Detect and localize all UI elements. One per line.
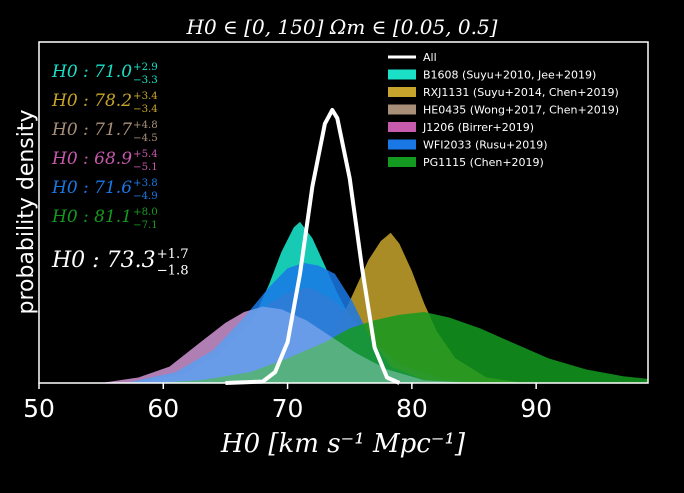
annotation-wfi2033-minus: −4.9 — [133, 191, 158, 202]
annotation-pg1115-value: H0 : 81.1 — [51, 207, 132, 227]
x-axis: 50 60 70 80 90 — [23, 383, 552, 423]
legend-swatch — [388, 87, 416, 97]
annotation-pg1115: H0 : 81.1 +8.0 −7.1 — [51, 207, 158, 231]
legend-swatch — [388, 139, 416, 150]
x-tick-label: 90 — [520, 394, 552, 423]
legend-label: WFI2033 (Rusu+2019) — [423, 139, 548, 152]
annotation-wfi2033: H0 : 71.6 +3.8 −4.9 — [51, 178, 158, 202]
legend-label: All — [423, 51, 437, 64]
legend-swatch — [388, 104, 416, 115]
plot-frame — [38, 41, 649, 384]
annotation-combined: H0 : 73.3 +1.7 −1.8 — [51, 247, 189, 279]
annotation-j1206-plus: +5.4 — [133, 149, 158, 160]
annotation-he0435-value: H0 : 71.7 — [51, 120, 132, 140]
annotation-b1608-plus: +2.9 — [133, 62, 158, 73]
legend-swatch — [388, 69, 416, 80]
legend-label: PG1115 (Chen+2019) — [423, 156, 544, 169]
x-axis-label: H0 [km s⁻¹ Mpc⁻¹] — [220, 429, 466, 459]
annotation-wfi2033-plus: +3.8 — [133, 178, 158, 189]
annotation-he0435-minus: −4.5 — [133, 133, 158, 144]
combined-line — [225, 108, 401, 385]
annotation-j1206: H0 : 68.9 +5.4 −5.1 — [51, 149, 158, 173]
legend-label: B1608 (Suyu+2010, Jee+2019) — [423, 69, 596, 82]
annotation-b1608: H0 : 71.0 +2.9 −3.3 — [51, 62, 158, 86]
h0-annotations: H0 : 71.0 +2.9−3.3H0 : 78.2 +3.4−3.4H0 : 7… — [51, 62, 189, 279]
legend-label: J1206 (Birrer+2019) — [422, 121, 534, 134]
combined-curve — [225, 108, 401, 385]
annotation-j1206-value: H0 : 68.9 — [51, 149, 132, 169]
annotation-rxj1131-plus: +3.4 — [133, 91, 158, 102]
annotation-combined-value: H0 : 73.3 — [51, 248, 156, 273]
annotation-b1608-minus: −3.3 — [133, 75, 158, 86]
annotation-rxj1131-minus: −3.4 — [133, 104, 158, 115]
annotation-wfi2033-value: H0 : 71.6 — [51, 178, 132, 198]
annotation-b1608-value: H0 : 71.0 — [51, 62, 132, 82]
x-tick-label: 50 — [23, 394, 55, 423]
x-tick-label: 70 — [272, 394, 304, 423]
area-pg1115 — [150, 312, 648, 383]
annotation-pg1115-plus: +8.0 — [133, 207, 158, 218]
legend: All B1608 (Suyu+2010, Jee+2019) RXJ1131 (S… — [388, 51, 619, 169]
annotation-he0435: H0 : 71.7 +4.8 −4.5 — [51, 120, 158, 144]
legend-label: RXJ1131 (Suyu+2014, Chen+2019) — [423, 86, 619, 99]
legend-swatch — [388, 122, 416, 132]
x-tick-label: 60 — [147, 394, 179, 423]
annotation-combined-minus: −1.8 — [157, 264, 189, 279]
annotation-j1206-minus: −5.1 — [133, 162, 158, 173]
y-axis-label: probability density — [14, 109, 39, 314]
annotation-rxj1131-value: H0 : 78.2 — [51, 91, 132, 111]
annotation-pg1115-minus: −7.1 — [133, 220, 158, 231]
annotation-combined-plus: +1.7 — [157, 247, 189, 262]
annotation-he0435-plus: +4.8 — [133, 120, 158, 131]
legend-label: HE0435 (Wong+2017, Chen+2019) — [423, 104, 619, 117]
x-tick-label: 80 — [396, 394, 428, 423]
chart-title: H0 ∈ [0, 150] Ωm ∈ [0.05, 0.5] — [186, 15, 498, 39]
legend-swatch — [388, 157, 416, 167]
annotation-rxj1131: H0 : 78.2 +3.4 −3.4 — [51, 91, 158, 115]
